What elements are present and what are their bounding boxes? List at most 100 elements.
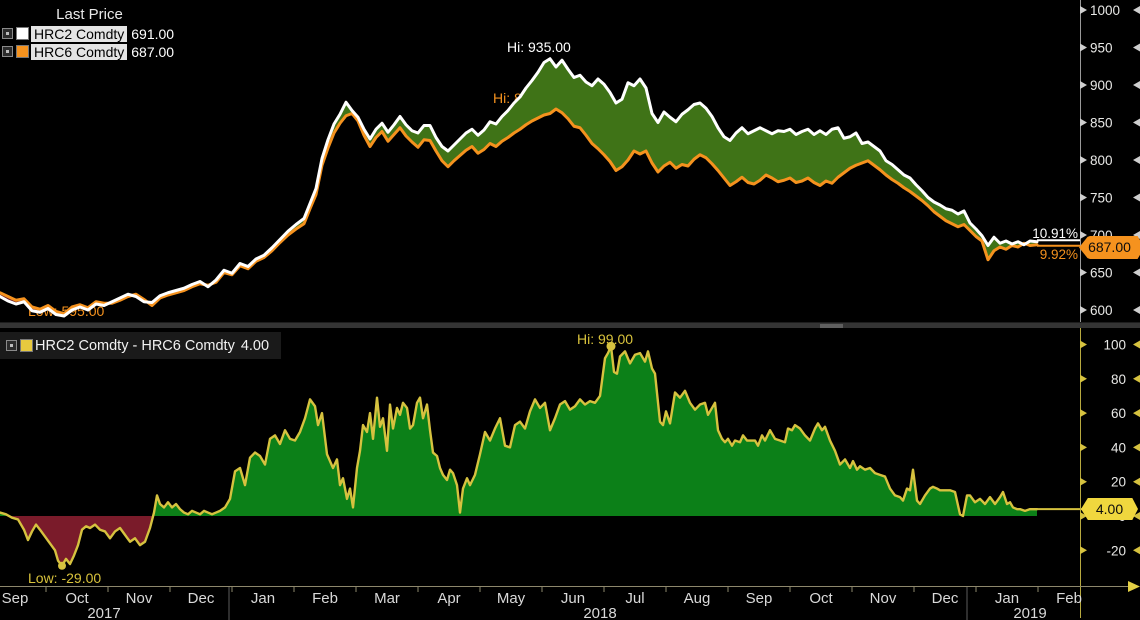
y-axis-tick	[1080, 443, 1087, 452]
x-axis-month-label: Mar	[374, 590, 400, 607]
y-axis-tick	[1080, 193, 1087, 202]
y-axis-tick	[1080, 6, 1087, 14]
y-axis-tick	[1080, 81, 1087, 89]
panel-divider	[0, 322, 1140, 328]
series-value-hrc2: 691.00	[131, 25, 175, 42]
y-axis-tick-right	[1133, 81, 1140, 89]
series-swatch-hrc6	[16, 45, 29, 58]
hrc6-price-line	[0, 107, 1039, 316]
x-axis-month-label: Sep	[2, 590, 29, 607]
x-axis-month-label: Aug	[684, 590, 711, 607]
x-axis-year-label: 2019	[1013, 605, 1046, 620]
y-axis-tick-right	[1133, 340, 1140, 349]
pct-change-hrc6: 9.92%	[1039, 247, 1078, 262]
x-axis-year-label: 2017	[87, 605, 120, 620]
x-axis-month-label: Apr	[437, 590, 460, 607]
x-axis-year-label: 2018	[583, 605, 616, 620]
y-axis-tick	[1080, 409, 1087, 418]
y-axis-tick	[1080, 340, 1087, 349]
y-axis-tick-right	[1133, 443, 1140, 452]
spread-line	[0, 345, 1039, 567]
x-axis-month-label: Jan	[251, 590, 275, 607]
y-axis-tick-label: 20	[1111, 475, 1126, 490]
spread-area-fill	[153, 346, 1038, 516]
x-axis-month-label: Feb	[312, 590, 338, 607]
x-axis-month-label: May	[497, 590, 526, 607]
y-axis-tick-label: 850	[1090, 116, 1113, 131]
x-axis-month-label: Dec	[188, 590, 215, 607]
y-axis-tick-label: 600	[1090, 303, 1113, 318]
y-axis-tick	[1080, 43, 1087, 52]
hi-label-spread: Hi: 99.00	[577, 331, 634, 347]
y-axis-tick	[1080, 231, 1087, 239]
spread-area-fill	[9, 516, 154, 566]
x-axis-month-label: Jul	[625, 590, 644, 607]
series-value-spread: 4.00	[240, 337, 270, 354]
y-axis-tick-label: -20	[1106, 543, 1126, 558]
x-axis-month-label: Jun	[561, 590, 585, 607]
x-axis-month-label: Sep	[746, 590, 773, 607]
x-axis-month-label: Nov	[870, 590, 897, 607]
y-axis-tick	[1080, 306, 1087, 314]
y-axis-tick	[1080, 374, 1087, 383]
y-axis-tick-label: 950	[1090, 41, 1113, 56]
panel-divider-handle[interactable]	[820, 324, 843, 328]
y-axis-tick	[1080, 156, 1087, 164]
series-value-hrc6: 687.00	[131, 43, 175, 60]
y-axis-tick-label: 750	[1090, 191, 1113, 206]
y-axis-tick-right	[1133, 193, 1140, 202]
hi-label-hrc2: Hi: 935.00	[507, 39, 571, 55]
legend-title: Last Price	[56, 6, 123, 23]
y-axis-tick-right	[1133, 409, 1140, 418]
y-axis-tick-label: 40	[1111, 440, 1126, 455]
price-badge-hrc6: 687.00	[1079, 236, 1140, 259]
y-axis-tick-right	[1133, 268, 1140, 277]
series-swatch-hrc2	[16, 27, 29, 40]
y-axis-tick	[1080, 477, 1087, 486]
legend-bottom[interactable]: HRC2 Comdty - HRC6 Comdty 4.00	[0, 332, 282, 359]
hrc2-price-line	[0, 57, 1039, 318]
y-axis-tick-right	[1133, 512, 1140, 520]
series-label-hrc2: HRC2 Comdty	[31, 25, 128, 42]
y-axis-tick-label: 80	[1111, 372, 1126, 387]
legend-top: Last Price HRC2 Comdty 691.00 HRC6 Comdt…	[2, 5, 192, 60]
series-swatch-spread	[20, 339, 33, 352]
y-axis-tick-label: 1000	[1090, 3, 1120, 18]
x-axis-month-label: Oct	[809, 590, 833, 607]
y-axis-tick	[1080, 268, 1087, 277]
y-axis-tick-label: 800	[1090, 153, 1113, 168]
expand-icon[interactable]	[2, 46, 13, 57]
expand-icon[interactable]	[6, 340, 17, 351]
expand-icon[interactable]	[2, 28, 13, 39]
y-axis-tick	[1080, 512, 1087, 520]
y-axis-tick-right	[1133, 306, 1140, 314]
low-label-spread: Low: -29.00	[28, 570, 102, 586]
x-axis-month-label: Dec	[932, 590, 959, 607]
pct-change-hrc2: 10.91%	[1032, 226, 1078, 241]
y-axis-tick	[1080, 546, 1087, 555]
y-axis-tick-label: 60	[1111, 406, 1126, 421]
y-axis-tick-right	[1133, 231, 1140, 239]
y-axis-tick-right	[1133, 43, 1140, 52]
y-axis-tick-right	[1133, 6, 1140, 14]
x-axis-arrow-icon	[1128, 581, 1140, 592]
y-axis-tick-right	[1133, 477, 1140, 486]
y-axis-tick	[1080, 118, 1087, 127]
y-axis-tick-right	[1133, 118, 1140, 127]
y-axis-tick-label: 900	[1090, 78, 1113, 93]
x-axis-month-label: Oct	[65, 590, 89, 607]
legend-row-hrc2[interactable]: HRC2 Comdty 691.00	[2, 25, 192, 42]
y-axis-tick-right	[1133, 374, 1140, 383]
y-axis-tick-right	[1133, 156, 1140, 164]
legend-row-hrc6[interactable]: HRC6 Comdty 687.00	[2, 43, 192, 60]
price-badge-spread: 4.00	[1081, 498, 1138, 520]
spread-low-marker	[58, 561, 66, 570]
series-label-spread: HRC2 Comdty - HRC6 Comdty	[35, 337, 235, 354]
x-axis-month-label: Nov	[126, 590, 153, 607]
x-axis-month-label: Feb	[1056, 590, 1082, 607]
spread-hi-marker	[606, 341, 616, 351]
y-axis-tick-label: 650	[1090, 266, 1113, 281]
series-label-hrc6: HRC6 Comdty	[31, 43, 128, 60]
